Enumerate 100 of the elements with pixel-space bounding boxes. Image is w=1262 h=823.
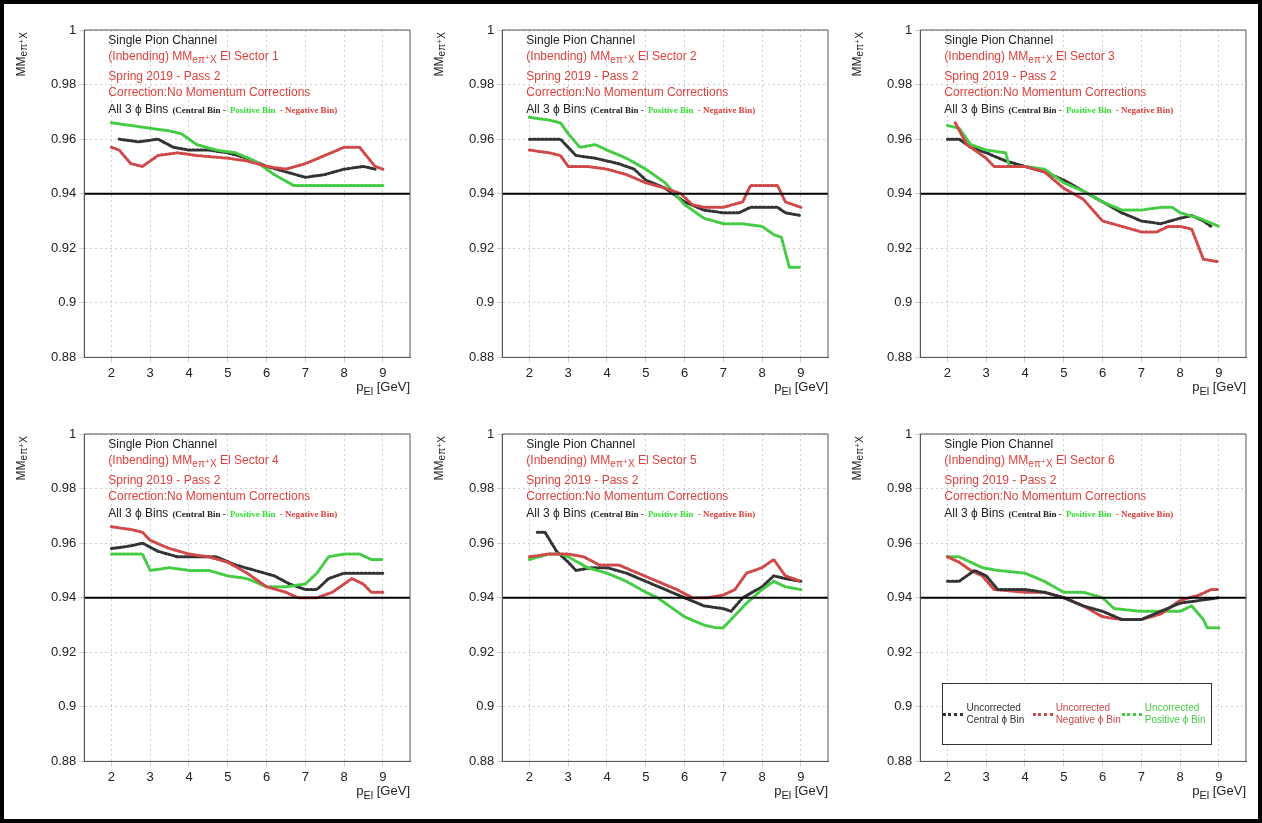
- x-tick-label: 7: [301, 364, 309, 380]
- x-tick-label: 5: [1060, 768, 1068, 784]
- line-series: [527, 115, 803, 269]
- annotation: Single Pion Channel: [944, 436, 1055, 452]
- line-series: [953, 121, 1221, 264]
- line-series: [527, 552, 803, 630]
- annotation: All 3 ϕ Bins: [944, 102, 1005, 117]
- x-tick-label: 8: [340, 364, 348, 380]
- y-tick-label: 0.9: [476, 294, 495, 310]
- x-tick-label: 3: [146, 364, 154, 380]
- x-tick-label: 4: [1021, 364, 1029, 380]
- x-axis-title: p$_{El}$ [GeV]: [1192, 379, 1246, 397]
- annotation: Single Pion Channel: [108, 32, 219, 48]
- y-tick-label: 0.94: [886, 185, 913, 201]
- x-tick-label: 8: [758, 768, 766, 784]
- annotation: All 3 ϕ Bins: [526, 102, 587, 117]
- line-series: [945, 568, 1221, 622]
- line-series: [117, 137, 377, 179]
- annotation: Correction:No Momentum Corrections: [944, 84, 1148, 101]
- y-tick-label: 0.88: [468, 752, 495, 768]
- x-tick-label: 2: [943, 364, 952, 380]
- y-tick-label: 0.96: [886, 534, 913, 550]
- annotation: Correction:No Momentum Corrections: [108, 488, 312, 505]
- annotation: (Central Bin -: [590, 509, 644, 520]
- y-tick-label: 0.88: [50, 348, 77, 364]
- x-tick-label: 6: [262, 364, 271, 380]
- annotation: (Inbending) MM$_{eπ⁺X}$ El Sector 3: [944, 48, 1116, 68]
- x-tick-label: 2: [107, 364, 116, 380]
- x-tick-label: 6: [1098, 768, 1107, 784]
- x-tick-label: 6: [1098, 364, 1107, 380]
- x-tick-label: 2: [107, 768, 116, 784]
- y-tick-label: 1: [69, 425, 77, 441]
- annotation: Correction:No Momentum Corrections: [526, 84, 730, 101]
- annotation: (Inbending) MM$_{eπ⁺X}$ El Sector 6: [944, 452, 1116, 472]
- y-tick-label: 0.94: [50, 185, 77, 201]
- x-axis-title: p$_{El}$ [GeV]: [356, 379, 410, 397]
- y-tick-label: 0.9: [894, 698, 913, 714]
- legend-label: Uncorrected Central ϕ Bin: [966, 702, 1026, 727]
- x-tick-label: 5: [1060, 364, 1068, 380]
- y-tick-label: 0.96: [468, 130, 495, 146]
- annotation: Correction:No Momentum Corrections: [526, 488, 730, 505]
- y-tick-label: 0.92: [50, 239, 77, 255]
- x-tick-label: 8: [340, 768, 348, 784]
- line-series: [527, 148, 803, 209]
- annotation: Spring 2019 - Pass 2: [108, 472, 222, 489]
- line-series: [109, 541, 385, 592]
- annotation: (Inbending) MM$_{eπ⁺X}$ El Sector 4: [108, 452, 280, 472]
- x-axis-title: p$_{El}$ [GeV]: [356, 783, 410, 801]
- x-tick-label: 5: [642, 768, 650, 784]
- y-tick-label: 0.98: [50, 480, 77, 496]
- y-tick-label: 0.98: [886, 76, 913, 92]
- y-tick-label: 0.92: [886, 239, 913, 255]
- y-tick-label: 0.88: [468, 348, 495, 364]
- y-tick-label: 0.88: [886, 752, 913, 768]
- x-tick-label: 4: [185, 768, 193, 784]
- y-tick-label: 0.9: [476, 698, 495, 714]
- y-tick-label: 0.98: [468, 480, 495, 496]
- legend-label: Uncorrected Positive ϕ Bin: [1144, 702, 1207, 727]
- x-tick-label: 2: [525, 768, 534, 784]
- annotation: All 3 ϕ Bins: [108, 506, 169, 521]
- x-axis-title: p$_{El}$ [GeV]: [774, 783, 828, 801]
- x-tick-label: 5: [224, 364, 232, 380]
- line-series: [945, 123, 1221, 228]
- annotation: Positive Bin: [229, 105, 276, 116]
- y-tick-label: 1: [69, 21, 77, 37]
- y-tick-label: 1: [487, 21, 495, 37]
- y-tick-label: 0.9: [58, 294, 77, 310]
- x-tick-label: 2: [525, 364, 534, 380]
- line-series: [527, 552, 803, 600]
- annotation: Positive Bin: [1065, 509, 1112, 520]
- x-tick-label: 8: [758, 364, 766, 380]
- y-tick-label: 0.94: [50, 589, 77, 605]
- annotation: Correction:No Momentum Corrections: [108, 84, 312, 101]
- x-tick-label: 7: [301, 768, 309, 784]
- annotation: Positive Bin: [1065, 105, 1112, 116]
- line-series: [109, 552, 385, 589]
- annotation: Positive Bin: [647, 105, 694, 116]
- line-series: [109, 525, 385, 600]
- x-tick-label: 9: [797, 768, 805, 784]
- x-tick-label: 9: [1215, 364, 1223, 380]
- y-tick-label: 0.96: [468, 534, 495, 550]
- annotation: Single Pion Channel: [944, 32, 1055, 48]
- x-axis-title: p$_{El}$ [GeV]: [774, 379, 828, 397]
- x-tick-label: 2: [943, 768, 952, 784]
- x-tick-label: 4: [603, 364, 611, 380]
- x-tick-label: 3: [564, 768, 572, 784]
- annotation: All 3 ϕ Bins: [944, 506, 1005, 521]
- y-tick-label: 1: [487, 425, 495, 441]
- y-tick-label: 0.96: [50, 130, 77, 146]
- annotation: Spring 2019 - Pass 2: [944, 68, 1058, 85]
- annotation: Single Pion Channel: [526, 32, 637, 48]
- y-tick-label: 0.94: [468, 589, 495, 605]
- line-series: [109, 121, 385, 188]
- y-tick-label: 0.88: [50, 752, 77, 768]
- x-tick-label: 7: [719, 768, 727, 784]
- annotation: (Central Bin -: [172, 509, 226, 520]
- annotation: Spring 2019 - Pass 2: [526, 68, 640, 85]
- x-tick-label: 9: [379, 768, 387, 784]
- annotation: - Negative Bin): [279, 105, 338, 116]
- annotation: Positive Bin: [229, 509, 276, 520]
